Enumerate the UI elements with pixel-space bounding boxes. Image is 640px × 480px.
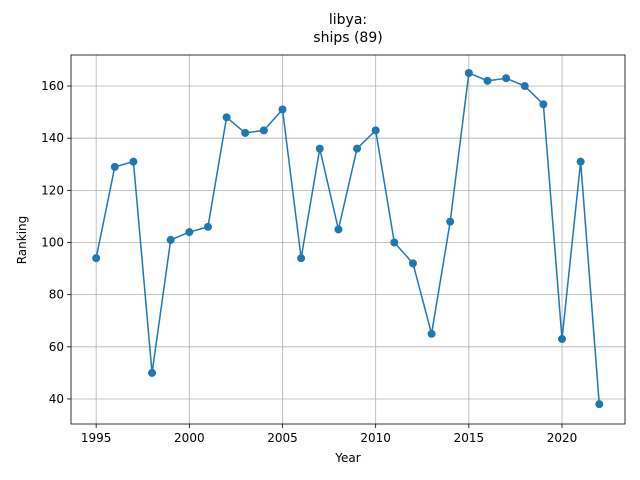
point	[464, 68, 473, 77]
point	[390, 238, 399, 247]
point	[427, 329, 436, 338]
y-tick-label: 80	[49, 288, 64, 302]
chart-title: libya:	[329, 12, 367, 28]
y-tick-label: 60	[49, 340, 64, 354]
plot-frame	[70, 54, 626, 425]
x-tick-label: 2010	[360, 431, 391, 445]
point	[166, 235, 175, 244]
y-tick-label: 100	[41, 235, 64, 249]
point	[148, 368, 157, 377]
point	[297, 254, 306, 263]
x-tick-label: 1995	[81, 431, 112, 445]
chart-title: ships (89)	[313, 30, 382, 46]
y-tick-label: 140	[41, 131, 64, 145]
point	[539, 100, 548, 109]
point	[558, 334, 567, 343]
line	[95, 71, 601, 405]
point	[278, 105, 287, 114]
point	[483, 76, 492, 85]
point	[110, 162, 119, 171]
point	[576, 157, 585, 166]
point	[408, 259, 417, 268]
x-axis-label: Year	[334, 451, 360, 465]
x-tick-label: 2020	[547, 431, 578, 445]
y-tick-label: 160	[41, 79, 64, 93]
point	[353, 144, 362, 153]
point	[595, 400, 604, 409]
point	[371, 126, 380, 135]
point	[185, 228, 194, 237]
point	[446, 217, 455, 226]
point	[334, 225, 343, 234]
x-tick-label: 2015	[454, 431, 485, 445]
point	[520, 82, 529, 91]
point	[92, 254, 101, 263]
x-tick-label: 2005	[267, 431, 298, 445]
y-tick-label: 40	[49, 392, 64, 406]
x-tick-label: 2000	[174, 431, 205, 445]
y-tick-label: 120	[41, 183, 64, 197]
point	[129, 157, 138, 166]
point	[315, 144, 324, 153]
point	[203, 222, 212, 231]
y-axis-label: Ranking	[15, 216, 29, 265]
point	[222, 113, 231, 122]
point	[241, 128, 250, 137]
point	[259, 126, 268, 135]
point	[502, 74, 511, 83]
